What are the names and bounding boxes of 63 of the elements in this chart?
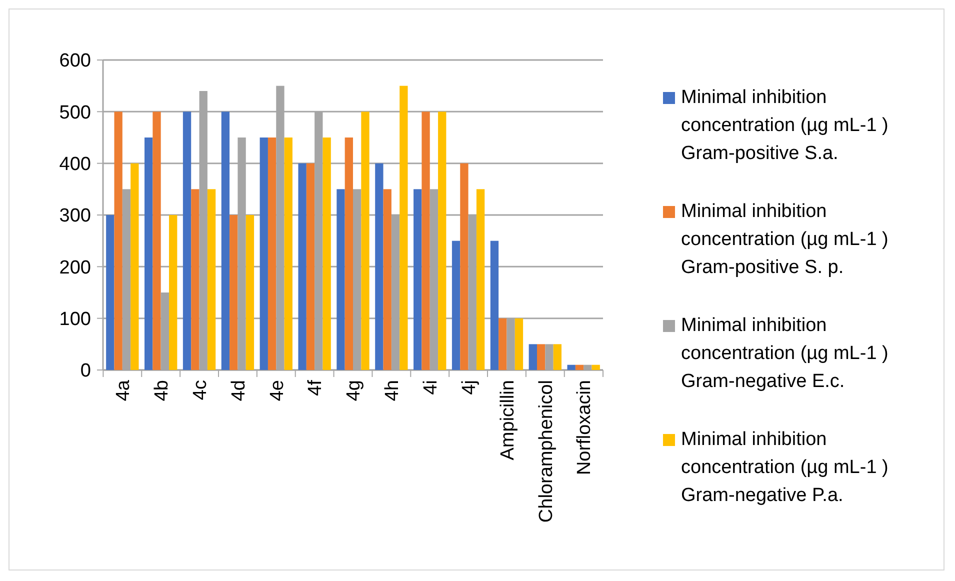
bar xyxy=(336,189,345,370)
x-tick-label: 4e xyxy=(266,380,288,402)
bar xyxy=(575,364,584,370)
bar xyxy=(207,189,216,370)
x-tick-label: 4i xyxy=(420,380,442,395)
bar xyxy=(306,163,315,370)
legend-label: Minimal inhibition concentration (µg mL-1 ) Gram-negative E.c. xyxy=(681,315,888,392)
bar xyxy=(514,318,524,370)
bar xyxy=(567,364,576,370)
bar xyxy=(152,112,161,370)
y-tick-label: 0 xyxy=(80,360,91,382)
bar xyxy=(191,189,200,370)
x-tick-label: Norfloxacin xyxy=(574,380,596,476)
bar xyxy=(322,138,331,370)
bar xyxy=(169,215,178,370)
bar xyxy=(114,112,122,370)
bar xyxy=(221,112,230,370)
bar xyxy=(422,112,430,370)
bar xyxy=(592,364,600,370)
x-tick-label: 4h xyxy=(382,380,404,402)
bar xyxy=(498,318,507,370)
bar xyxy=(260,138,268,370)
y-tick-label: 200 xyxy=(59,257,91,278)
bar xyxy=(182,112,192,370)
x-tick-label: 4c xyxy=(190,380,211,400)
legend-label: Minimal inhibition concentration (µg mL-1 ) Gram-positive S. p. xyxy=(681,201,888,278)
x-tick-label: 4j xyxy=(458,380,480,395)
bar xyxy=(460,163,468,370)
legend-label: Minimal inhibition concentration (µg mL-1 ) Gram-positive S.a. xyxy=(681,87,888,164)
bar xyxy=(476,189,485,370)
bar xyxy=(490,240,499,370)
y-tick-label: 300 xyxy=(59,206,91,227)
bar xyxy=(438,112,446,370)
bar xyxy=(246,215,254,370)
y-tick-label: 100 xyxy=(59,308,91,330)
bar xyxy=(452,240,460,370)
x-tick-label: Chloramphenicol xyxy=(536,380,557,523)
bar xyxy=(414,189,422,370)
x-tick-label: 4d xyxy=(228,380,250,402)
bar xyxy=(268,138,276,370)
bar xyxy=(130,163,139,370)
y-tick-label: 400 xyxy=(59,154,91,175)
bar xyxy=(144,138,153,370)
x-tick-label: Ampicillin xyxy=(497,380,518,460)
bar xyxy=(553,344,562,370)
bar xyxy=(361,112,370,370)
y-tick-label: 600 xyxy=(59,50,91,72)
x-tick-label: 4g xyxy=(344,380,365,402)
x-tick-label: 4f xyxy=(305,379,326,396)
bar xyxy=(344,138,353,370)
x-tick-label: 4b xyxy=(151,380,172,402)
bar xyxy=(528,344,537,370)
x-tick-label: 4a xyxy=(113,380,134,402)
bar xyxy=(298,163,306,370)
legend-label: Minimal inhibition concentration (µg mL-1 ) Gram-negative P.a. xyxy=(681,429,888,506)
bar xyxy=(400,86,408,370)
bar xyxy=(383,189,392,370)
bar xyxy=(284,138,292,370)
bar xyxy=(375,163,384,370)
y-tick-label: 500 xyxy=(59,102,91,124)
bar xyxy=(230,215,238,370)
bar xyxy=(106,215,114,370)
bar xyxy=(536,344,546,370)
